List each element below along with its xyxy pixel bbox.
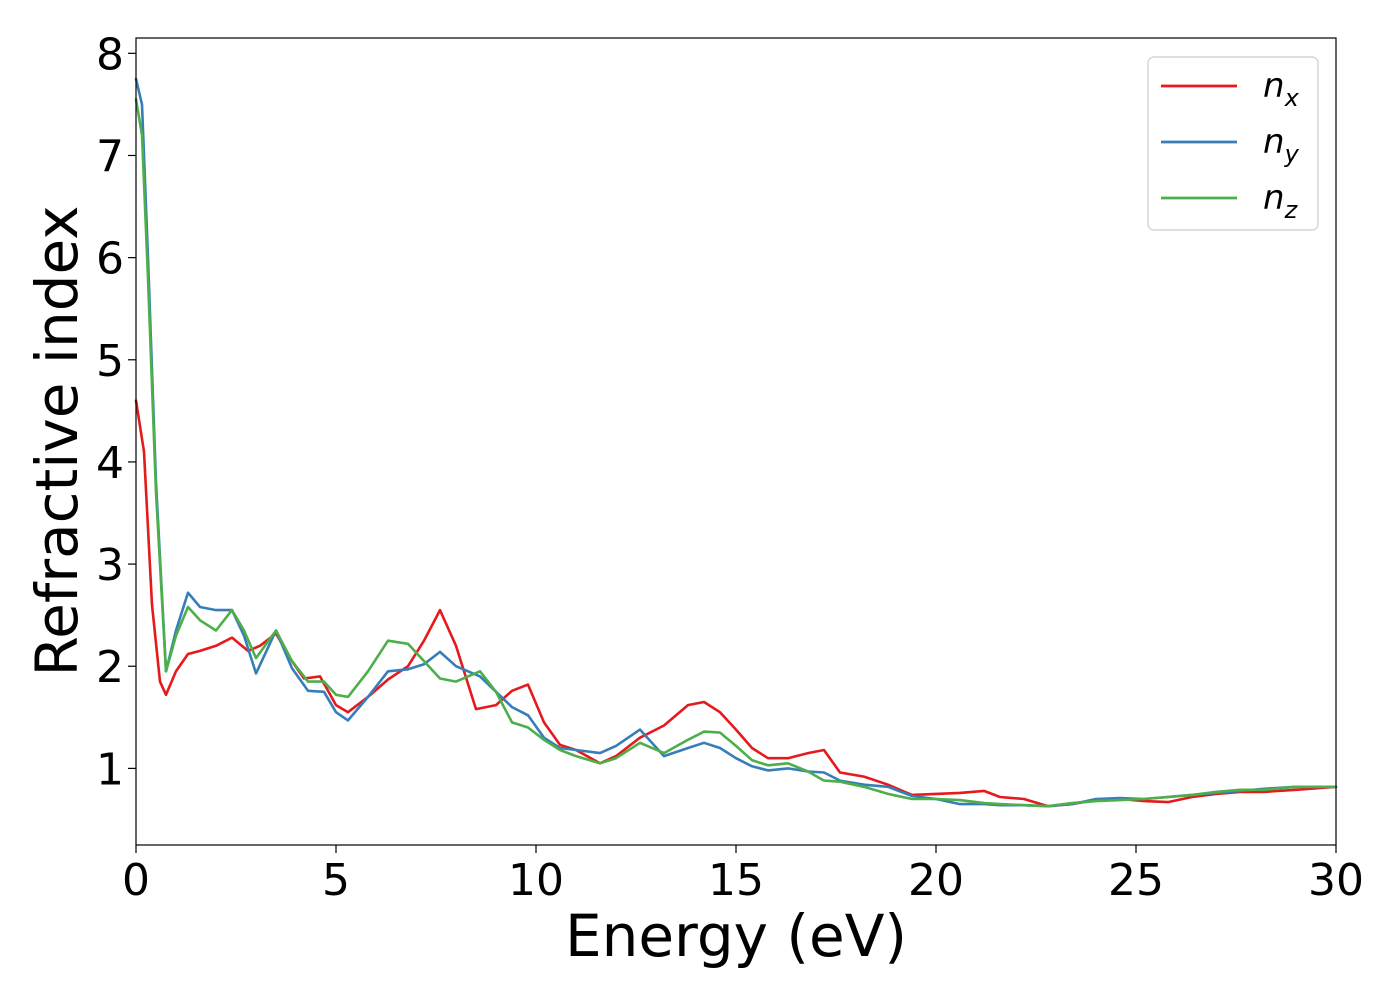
x-tick-label: 30	[1308, 855, 1364, 906]
x-tick-label: 10	[508, 855, 564, 906]
y-tick-label: 5	[96, 336, 124, 387]
legend-label-z: nz	[1263, 178, 1299, 224]
legend-frame	[1147, 56, 1319, 231]
legend-label-subscript: y	[1284, 140, 1300, 168]
legend-label-base: n	[1263, 66, 1285, 106]
legend-label-y: ny	[1263, 122, 1300, 168]
x-axis-label: Energy (eV)	[565, 902, 907, 970]
legend-label-base: n	[1263, 178, 1285, 218]
y-tick-label: 6	[96, 234, 124, 285]
x-axis-ticks: 0 5 10 15 20 25 30	[122, 845, 1364, 906]
legend-label-subscript: z	[1284, 196, 1299, 224]
series-layer	[134, 77, 1338, 808]
y-tick-label: 3	[96, 540, 124, 591]
y-tick-label: 7	[96, 131, 124, 182]
x-tick-label: 0	[122, 855, 150, 906]
y-tick-label: 2	[96, 642, 124, 693]
y-axis-ticks: 1 2 3 4 5 6 7 8	[96, 29, 136, 795]
y-tick-label: 8	[96, 29, 124, 80]
legend-label-base: n	[1263, 122, 1285, 162]
legend-label-subscript: x	[1284, 84, 1300, 112]
series-line-z	[134, 98, 1338, 808]
y-tick-label: 4	[96, 438, 124, 489]
x-tick-label: 25	[1108, 855, 1164, 906]
y-tick-label: 1	[96, 744, 124, 795]
y-axis-label: Refractive index	[23, 205, 91, 676]
legend-label-x: nx	[1263, 66, 1300, 112]
x-tick-label: 15	[708, 855, 764, 906]
x-tick-label: 5	[322, 855, 350, 906]
x-tick-label: 20	[908, 855, 964, 906]
